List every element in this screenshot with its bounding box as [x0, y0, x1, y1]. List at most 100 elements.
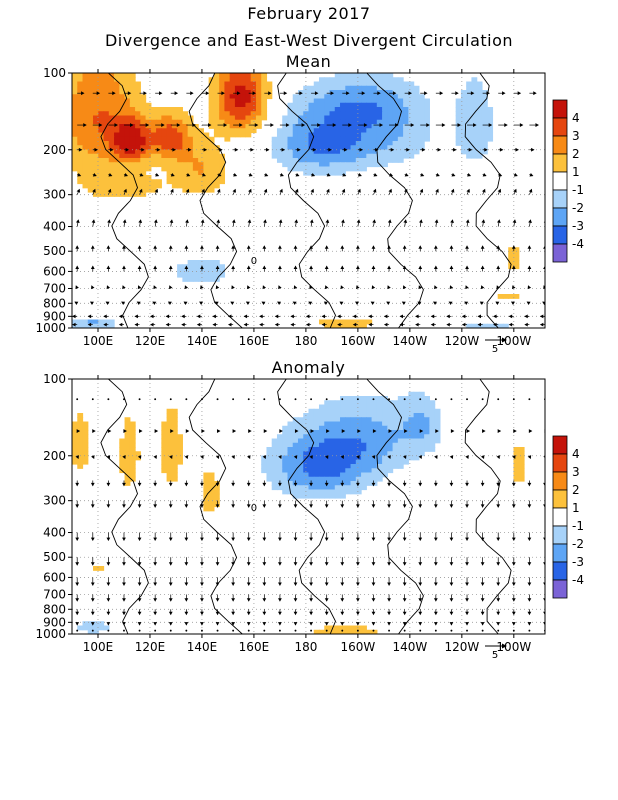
shade-cell [345, 98, 352, 104]
shade-cell [261, 81, 268, 87]
shade-cell [182, 149, 189, 155]
x-tick-label: 180 [294, 640, 317, 654]
colorbar-label: 3 [572, 129, 580, 143]
shade-cell [340, 153, 346, 159]
vector-head [239, 123, 243, 127]
shade-cell [397, 438, 404, 444]
shade-cell [166, 459, 173, 465]
shade-cell [108, 115, 115, 121]
shade-cell [177, 136, 183, 142]
shade-cell [240, 94, 247, 100]
vector-head [231, 622, 236, 626]
vector-head [168, 622, 173, 626]
shade-cell [313, 459, 320, 465]
vector-head [524, 314, 528, 319]
shade-cell [276, 447, 283, 452]
vector-head [76, 429, 81, 433]
shade-cell [240, 124, 247, 129]
shade-cell [345, 153, 352, 159]
axis-ticks [68, 69, 515, 332]
shade-cell [350, 158, 357, 163]
shade-cell [282, 119, 289, 125]
vector-head [168, 537, 173, 542]
shade-cell [334, 111, 341, 117]
shade-cell [124, 438, 131, 444]
shade-cell [150, 158, 157, 163]
shade-cell [424, 434, 430, 440]
shade-cell [192, 132, 199, 138]
shade-cell [161, 425, 168, 431]
shade-cell [397, 141, 404, 146]
shade-cell [329, 102, 336, 108]
shade-cell [413, 442, 420, 448]
shade-cell [245, 128, 252, 134]
vector-head [527, 598, 532, 602]
shade-cell [297, 128, 304, 134]
vector-head [355, 301, 360, 306]
vector-head [106, 598, 111, 602]
shade-cell [403, 119, 409, 125]
shade-cell [345, 468, 352, 474]
shade-cell [324, 132, 331, 138]
vector-head [326, 188, 330, 193]
shade-cell [345, 438, 352, 444]
shade-cell [392, 434, 399, 440]
shade-cell [350, 149, 357, 155]
shade-cell [114, 90, 120, 95]
shade-cell [292, 94, 299, 100]
shade-cell [361, 85, 367, 91]
shade-cell [371, 124, 378, 129]
vector-head [145, 123, 150, 127]
vector-head [72, 322, 76, 327]
shade-cell [72, 421, 78, 427]
shade-cell [108, 323, 115, 328]
vector-head [387, 622, 391, 626]
vector-head [122, 285, 126, 290]
colorbar-label: 1 [572, 165, 580, 179]
shade-cell [334, 464, 341, 469]
shade-cell [471, 323, 478, 328]
shade-cell [340, 447, 346, 452]
shade-cell [276, 485, 283, 491]
shade-cell [82, 141, 89, 146]
vector-dot [294, 398, 297, 401]
shade-cell [413, 451, 420, 457]
shade-cell [108, 175, 115, 180]
shade-cell [424, 417, 430, 423]
shade-cell [340, 468, 346, 474]
shade-cell [250, 98, 257, 104]
shade-cell [119, 73, 126, 78]
shade-cell [124, 77, 131, 83]
shade-cell [93, 102, 99, 108]
vector-dot [388, 398, 391, 401]
shade-cell [77, 451, 84, 457]
contour-line [188, 73, 243, 328]
shade-cell [334, 629, 341, 634]
shade-cell [287, 468, 294, 474]
vector-head [480, 285, 485, 290]
shade-cell [182, 187, 189, 193]
vector-head [75, 455, 79, 460]
shade-cell [219, 268, 226, 274]
vector-head [332, 123, 337, 127]
shade-cell [434, 413, 441, 418]
shade-cell [77, 319, 84, 325]
vector-head [279, 429, 283, 433]
shade-cell [297, 430, 304, 435]
shade-cell [481, 94, 488, 100]
shade-cell [308, 111, 315, 117]
shade-cell [219, 179, 226, 185]
shade-cell [208, 149, 215, 155]
vector-head [387, 219, 392, 224]
shade-cell [103, 183, 110, 189]
shade-cell [403, 408, 409, 414]
shade-cell [282, 464, 289, 469]
shade-cell [350, 459, 357, 465]
shade-cell [224, 85, 231, 91]
vector-head [387, 504, 391, 508]
shade-cell [424, 442, 430, 448]
vector-head [169, 455, 173, 460]
vector-head [433, 611, 438, 616]
shade-cell [245, 94, 252, 100]
shade-cell [245, 132, 252, 138]
